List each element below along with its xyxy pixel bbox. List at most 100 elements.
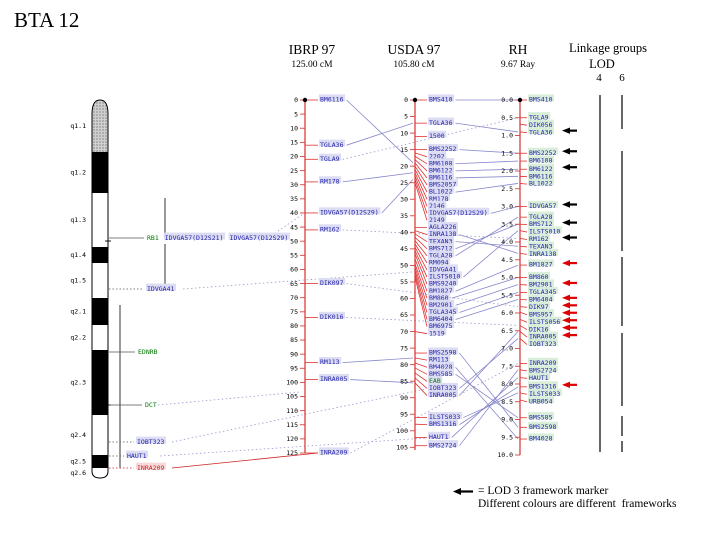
marker-tick-line [519,331,528,338]
marker-label-INRA209: INRA209 [320,449,347,457]
chromosome-marker-IOBT323: IOBT323 [137,438,164,446]
marker-label-bg [528,309,555,317]
marker-label-TGLA36: TGLA36 [429,119,453,127]
marker-label-bg [528,163,555,171]
chromosome-marker-IDVGA57(D12S21): IDVGA57(D12S21) [165,234,224,242]
marker-label-BM2901: BM2901 [429,301,453,309]
axis-tick-label: 5 [294,110,298,118]
marker-tick-line [414,367,428,375]
chromosome-band-q1.1 [92,100,108,152]
marker-tick-line [414,233,428,242]
framework-arrow-BM2901 [562,279,570,287]
marker-label-bg [428,228,458,236]
marker-tick-line [519,252,528,255]
marker-tick-line [414,172,428,200]
marker-label-bg [428,264,458,272]
marker-label-bg [428,158,455,166]
marker-label-HAUT1: HAUT1 [429,433,449,441]
framework-arrow-INRA005 [562,331,570,339]
marker-tick-line [519,123,528,126]
axis-tick-label: 2.0 [501,167,513,175]
marker-label-bg [319,373,349,381]
framework-arrow-IDVGA57 [562,201,570,208]
marker-label-bg [528,178,555,186]
framework-arrow-DIK16 [562,324,570,331]
map-link-line [459,352,519,428]
axis-origin-dot [302,97,308,103]
marker-label-BM6975: BM6975 [429,322,453,330]
map-link-line [350,379,414,384]
marker-label-BM860: BM860 [429,294,449,302]
map-link-line [455,299,519,320]
marker-label-BMS9240: BMS9240 [429,280,456,288]
marker-label-bg [428,165,455,173]
framework-arrow-BM1827 [562,259,570,267]
axis-tick-label: 35 [290,195,298,203]
marker-label-BM6116: BM6116 [529,172,553,180]
marker-tick-line [519,311,528,316]
map-link-line [455,264,519,292]
marker-label-BMS2252: BMS2252 [529,149,556,157]
marker-tick-line [414,159,428,172]
marker-label-bg [528,396,555,404]
chromosome-band-q2.1 [92,298,108,325]
chromosome-marker-DCT: DCT [145,401,157,409]
lod-6-label: 6 [619,72,625,84]
framework-arrow-BM6404 [562,294,570,302]
framework-arrow-TGLA36 [562,127,570,134]
marker-label-bg [528,381,558,389]
marker-label-bg [428,299,455,307]
marker-label-BMS2252: BMS2252 [429,145,456,153]
map-link-line [455,366,519,440]
marker-tick-line [414,165,428,186]
marker-label-INRA138: INRA138 [429,230,456,238]
marker-label-DIK097: DIK097 [320,279,344,287]
marker-label-bg [528,127,555,135]
marker-label-BMS2724: BMS2724 [529,366,556,374]
marker-label-bg [528,211,555,219]
marker-tick-line [519,377,528,379]
marker-label-ILSTS056: ILSTS056 [529,318,560,326]
marker-label-bg [528,233,551,241]
marker-label-bg [528,259,555,267]
framework-arrow-ILSTS056 [562,317,570,324]
marker-label-RM113: RM113 [429,356,449,364]
marker-tick-line [414,263,428,299]
map-link-line [459,292,519,313]
axis-tick-label: 10 [400,129,408,137]
marker-label-bg [528,331,558,339]
marker-label-bg [428,389,458,397]
marker-label-bg [428,243,455,251]
marker-label-bg [428,186,455,194]
marker-label-BMS712: BMS712 [429,244,453,252]
marker-label-IOBT323: IOBT323 [429,384,456,392]
marker-label-bg [428,368,455,376]
marker-label-bg [319,357,342,365]
band-label-q2.3: q2.3 [70,379,86,387]
axis-tick-label: 20 [400,162,408,170]
marker-label-bg [319,311,346,319]
chromosome-outline [91,99,109,479]
side-label-bg [228,232,290,240]
axis-tick-label: 90 [290,350,298,358]
marker-tick-line [519,230,528,233]
marker-label-BMS1316: BMS1316 [429,420,456,428]
marker-label-bg [528,421,558,429]
axis-tick-label: 100 [396,427,408,435]
axis-tick-label: 60 [400,295,408,303]
band-label-q2.5: q2.5 [70,458,86,466]
map-link-line [159,437,427,457]
map-link-line [455,168,519,172]
axis-origin-dot [517,97,523,103]
framework-arrow-BM6122 [562,164,570,171]
map-link-line [455,122,519,133]
legend-line2-text: Different colours are different framewor… [478,498,677,510]
axis-tick-label: 40 [400,229,408,237]
chromosome-band-q1.3 [92,193,108,247]
band-label-q1.4: q1.4 [70,251,86,259]
framework-arrow-DIK97 [562,302,570,309]
axis-tick-label: 0.0 [501,96,513,104]
framework-arrow-RM162 [562,234,570,241]
marker-label-BM1827: BM1827 [529,261,553,269]
framework-arrow-tail [569,203,577,206]
